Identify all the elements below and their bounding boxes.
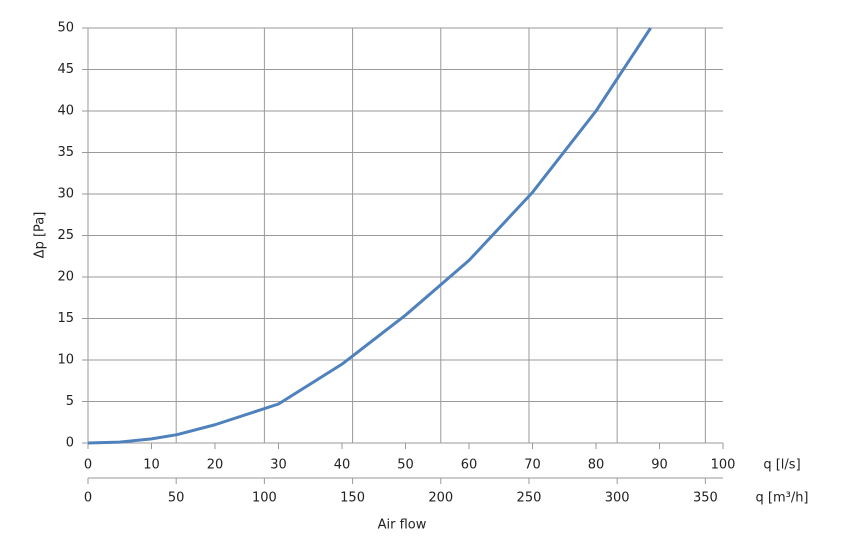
x2-axis-label: q [m³/h] [755, 491, 808, 506]
x2-tick-label: 100 [252, 491, 277, 506]
x-tick-label: 70 [524, 458, 541, 473]
y-tick-label: 15 [57, 311, 74, 326]
y-tick-label: 20 [57, 270, 74, 285]
y-tick-label: 5 [66, 394, 74, 409]
x-tick-label: 0 [84, 458, 92, 473]
x-tick-label: 40 [334, 458, 351, 473]
y-tick-label: 35 [57, 145, 74, 160]
y-tick-label: 0 [66, 436, 74, 451]
x-tick-label: 30 [270, 458, 287, 473]
x2-tick-label: 250 [517, 491, 542, 506]
x2-tick-label: 150 [340, 491, 365, 506]
x-tick-label: 90 [651, 458, 668, 473]
y-tick-label: 40 [57, 104, 74, 119]
x-tick-label: 100 [711, 458, 736, 473]
x-tick-label: 20 [207, 458, 224, 473]
data-line [87, 27, 652, 445]
x2-tick-label: 50 [168, 491, 185, 506]
x-tick-label: 60 [461, 458, 478, 473]
x-axis-label: q [l/s] [763, 458, 800, 473]
x-axis-title: Air flow [378, 518, 427, 533]
x2-tick-label: 350 [693, 491, 718, 506]
x2-tick-label: 0 [84, 491, 92, 506]
x-tick-label: 10 [143, 458, 160, 473]
y-tick-label: 10 [57, 353, 74, 368]
y-tick-label: 30 [57, 187, 74, 202]
y-tick-label: 50 [57, 21, 74, 36]
x2-tick-label: 300 [605, 491, 630, 506]
x2-tick-label: 200 [428, 491, 453, 506]
y-tick-label: 25 [57, 228, 74, 243]
y-tick-label: 45 [57, 62, 74, 77]
y-axis-label: Δp [Pa] [33, 212, 48, 259]
x-tick-label: 50 [397, 458, 414, 473]
x-tick-label: 80 [588, 458, 605, 473]
